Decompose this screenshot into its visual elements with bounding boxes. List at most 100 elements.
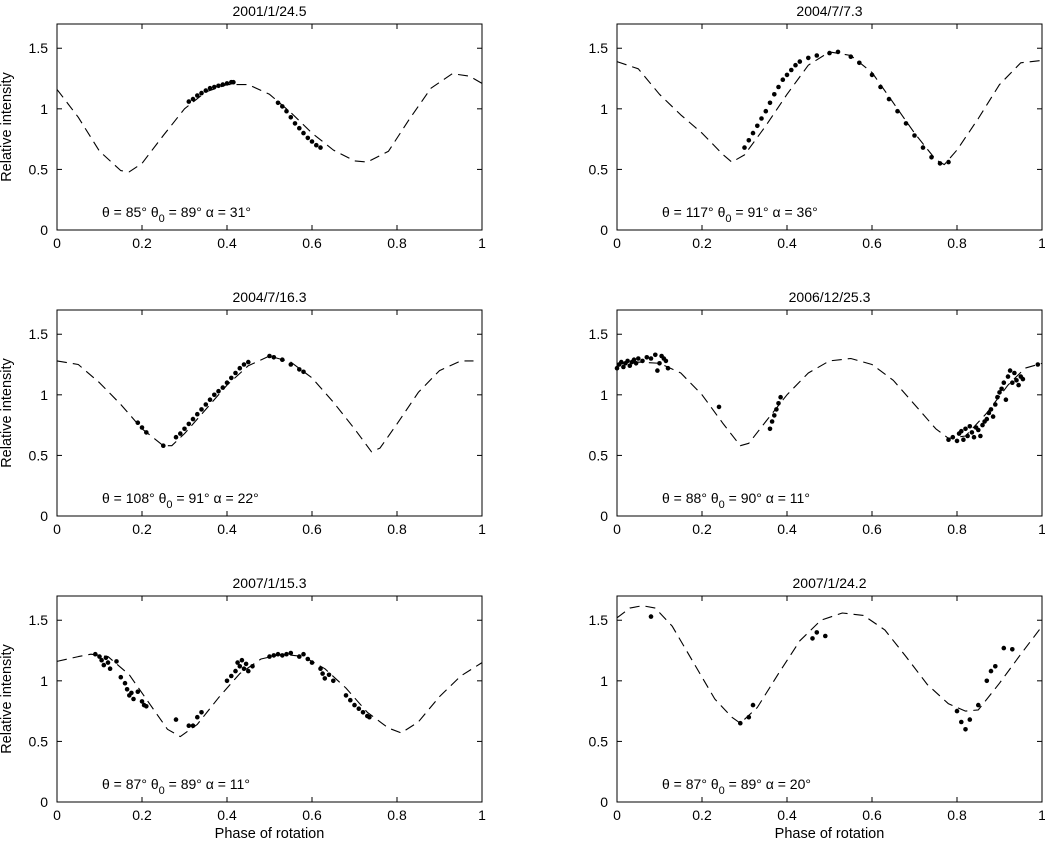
x-tick-label: 0.6 bbox=[302, 521, 322, 537]
data-point bbox=[360, 710, 366, 715]
data-point bbox=[997, 390, 1002, 395]
data-point bbox=[288, 115, 294, 120]
data-point bbox=[959, 719, 964, 725]
data-point bbox=[243, 661, 249, 667]
data-point bbox=[810, 636, 815, 641]
data-point bbox=[305, 656, 311, 662]
data-point bbox=[216, 83, 221, 89]
data-point bbox=[769, 419, 775, 424]
data-point bbox=[950, 434, 956, 440]
data-point bbox=[976, 702, 981, 708]
plot-frame bbox=[616, 23, 1043, 231]
data-point bbox=[1020, 376, 1026, 382]
data-point bbox=[212, 392, 217, 398]
data-point bbox=[625, 358, 630, 364]
data-point bbox=[969, 430, 975, 435]
data-point bbox=[878, 84, 883, 90]
data-point bbox=[827, 50, 832, 56]
data-point bbox=[1010, 380, 1015, 386]
data-point bbox=[322, 676, 328, 681]
x-tick-label: 1 bbox=[478, 807, 486, 823]
x-tick-label: 0.8 bbox=[947, 235, 967, 251]
data-point bbox=[746, 138, 752, 143]
data-point bbox=[886, 96, 892, 102]
x-axis-label: Phase of rotation bbox=[775, 826, 885, 842]
x-tick-label: 0 bbox=[53, 521, 61, 537]
parameter-annotation: θ = 85° θ0 = 89° α = 31° bbox=[102, 204, 251, 225]
chart-title: 2004/7/7.3 bbox=[796, 3, 862, 19]
data-point bbox=[1001, 380, 1007, 386]
y-tick-label: 0.5 bbox=[29, 733, 49, 749]
data-point bbox=[793, 62, 798, 68]
x-tick-label: 1 bbox=[1038, 807, 1045, 823]
x-tick-label: 0.8 bbox=[387, 235, 407, 251]
data-point bbox=[814, 53, 820, 58]
data-point bbox=[297, 367, 302, 372]
data-point bbox=[797, 59, 803, 64]
data-point bbox=[224, 380, 230, 386]
data-point bbox=[301, 369, 306, 375]
parameter-annotation: θ = 88° θ0 = 90° α = 11° bbox=[662, 490, 810, 511]
y-tick-label: 1 bbox=[40, 101, 48, 117]
data-point bbox=[231, 79, 236, 85]
data-point bbox=[199, 407, 204, 412]
x-tick-label: 1 bbox=[478, 235, 486, 251]
data-point bbox=[301, 651, 306, 657]
data-point bbox=[869, 72, 875, 78]
data-point bbox=[895, 108, 900, 114]
data-point bbox=[326, 672, 332, 678]
data-point bbox=[1001, 645, 1007, 651]
parameter-annotation: θ = 108° θ0 = 91° α = 22° bbox=[102, 490, 259, 511]
data-point bbox=[1005, 374, 1011, 379]
plot-frame bbox=[56, 595, 483, 803]
data-point bbox=[920, 145, 926, 150]
data-point bbox=[663, 358, 669, 364]
y-tick-label: 1.5 bbox=[589, 40, 609, 56]
data-point bbox=[237, 664, 243, 669]
chart-title: 2001/1/24.5 bbox=[233, 3, 307, 19]
y-tick-label: 1 bbox=[40, 387, 48, 403]
x-tick-label: 0 bbox=[613, 235, 621, 251]
data-point bbox=[763, 108, 769, 114]
panel-2004-7-16-3: 2004/7/16.3 0 0.2 0.4 0.6 0.8 1 0 0.5 1 1.5 Relativ… bbox=[0, 289, 486, 537]
y-tick-label: 1.5 bbox=[589, 326, 609, 342]
data-point bbox=[237, 365, 243, 371]
data-point bbox=[122, 680, 128, 686]
data-point bbox=[246, 668, 251, 674]
y-tick-label: 0 bbox=[40, 222, 48, 238]
panel-2001-1-24-5: 2001/1/24.5 0 0.2 0.4 0.6 0.8 1 0 0.5 1 1.5 Relativ… bbox=[0, 3, 486, 251]
data-point bbox=[207, 85, 213, 91]
data-point bbox=[986, 410, 992, 416]
data-point bbox=[107, 666, 113, 671]
plot-frame bbox=[56, 23, 483, 231]
data-point bbox=[738, 720, 743, 726]
y-tick-label: 0.5 bbox=[589, 733, 609, 749]
y-tick-label: 0.5 bbox=[589, 447, 609, 463]
data-point bbox=[309, 660, 315, 665]
x-tick-label: 0.2 bbox=[692, 807, 712, 823]
chart-title: 2004/7/16.3 bbox=[233, 289, 307, 305]
data-point bbox=[1014, 378, 1019, 383]
data-point bbox=[124, 687, 130, 692]
chart-title: 2007/1/15.3 bbox=[233, 575, 307, 591]
data-point bbox=[776, 84, 781, 90]
data-point bbox=[93, 651, 98, 657]
data-point bbox=[224, 81, 230, 86]
x-tick-label: 0.2 bbox=[132, 807, 152, 823]
data-point bbox=[789, 67, 794, 73]
y-tick-label: 0 bbox=[600, 508, 608, 524]
panel-2004-7-7-3: 2004/7/7.3 0 0.2 0.4 0.6 0.8 1 0 0.5 1 1.5 θ = 117°… bbox=[589, 3, 1045, 251]
data-point bbox=[280, 653, 285, 658]
data-point bbox=[967, 424, 973, 429]
parameter-annotation: θ = 117° θ0 = 91° α = 36° bbox=[662, 204, 818, 225]
data-point bbox=[627, 363, 633, 369]
y-tick-label: 0.5 bbox=[29, 161, 49, 177]
x-tick-label: 0.4 bbox=[777, 521, 797, 537]
data-point bbox=[352, 702, 357, 708]
x-tick-label: 0.4 bbox=[217, 521, 237, 537]
data-point bbox=[220, 82, 226, 87]
x-tick-label: 0.4 bbox=[217, 807, 237, 823]
data-point bbox=[631, 357, 637, 363]
data-point bbox=[995, 394, 1000, 400]
